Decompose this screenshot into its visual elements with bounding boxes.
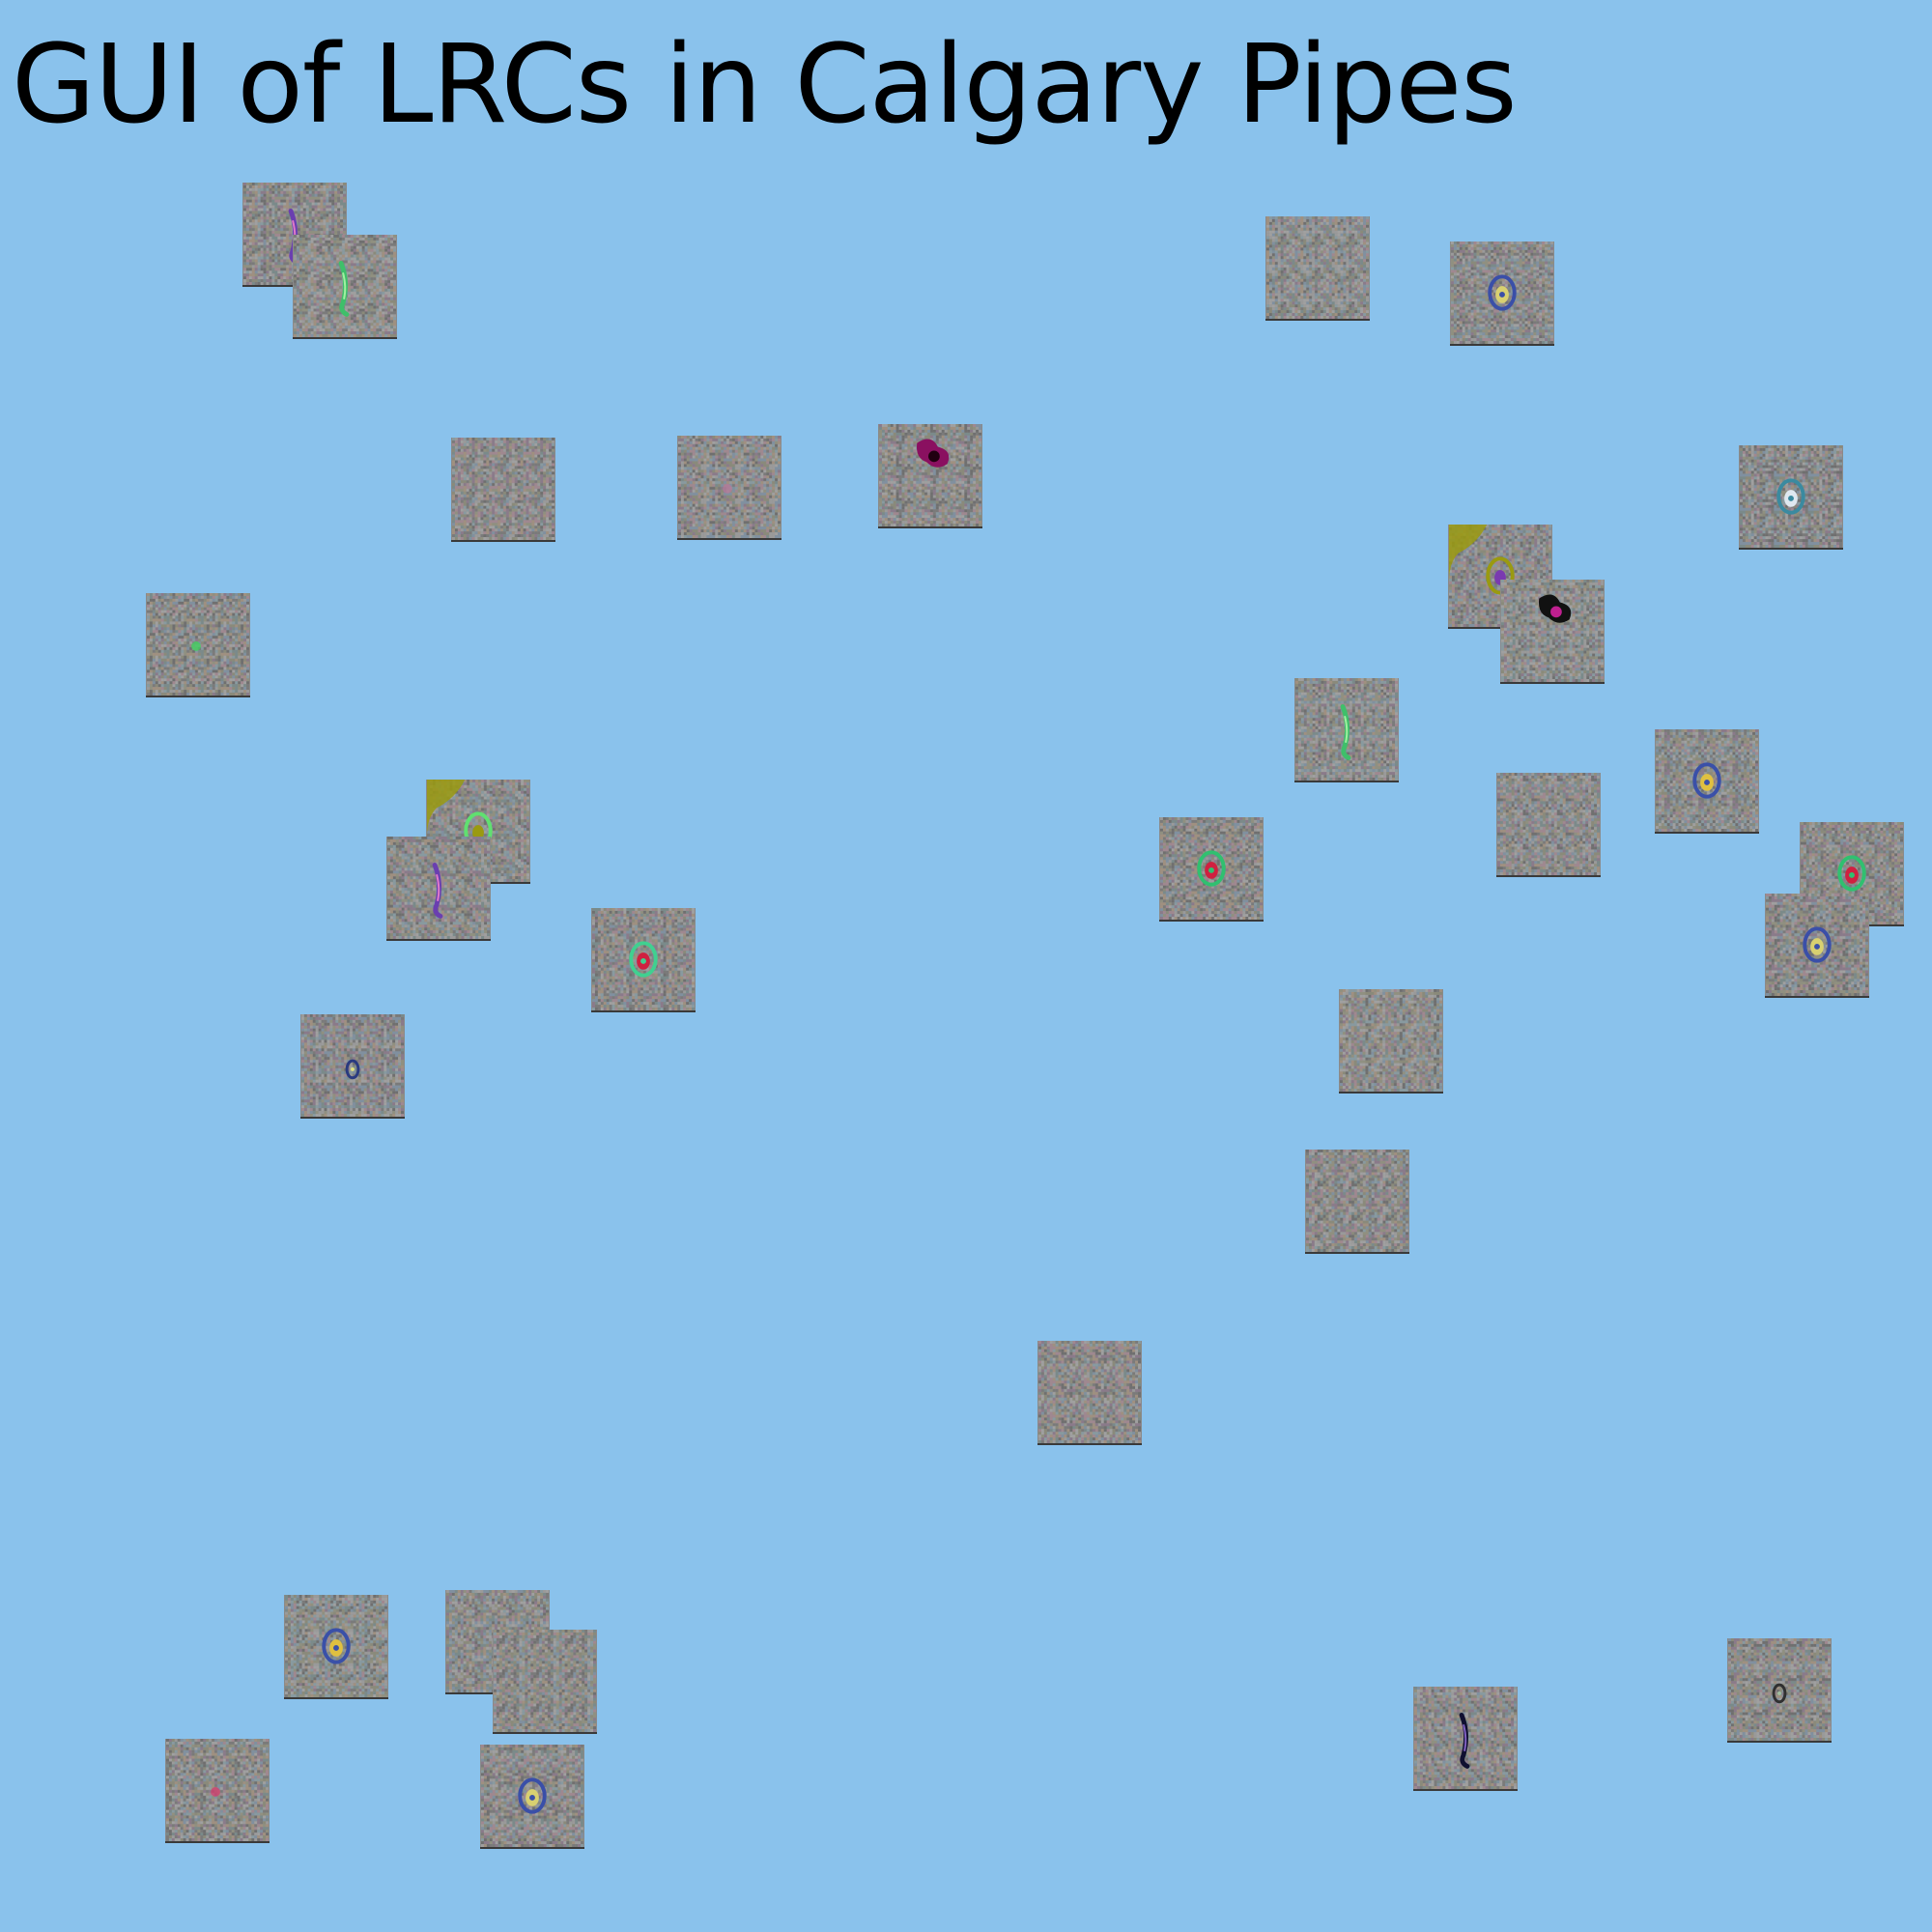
lrc-tile-image bbox=[879, 424, 981, 526]
lrc-tile-image bbox=[494, 1630, 596, 1732]
lrc-tile-image bbox=[592, 908, 695, 1010]
lrc-tile-32[interactable] bbox=[1159, 817, 1264, 922]
lrc-tile-27[interactable] bbox=[493, 1630, 597, 1734]
lrc-tile-image bbox=[481, 1745, 583, 1847]
lrc-tile-image bbox=[294, 235, 396, 337]
lrc-tile-11[interactable] bbox=[1500, 580, 1605, 684]
lrc-tile-image bbox=[1497, 773, 1600, 875]
lrc-tile-image bbox=[678, 436, 781, 538]
lrc-tile-18[interactable] bbox=[1765, 894, 1869, 998]
lrc-tile-image bbox=[1038, 1341, 1141, 1443]
lrc-tile-20[interactable] bbox=[300, 1014, 405, 1119]
lrc-tile-image bbox=[1451, 242, 1553, 344]
lrc-tile-image bbox=[1766, 894, 1868, 996]
lrc-tile-image bbox=[301, 1014, 404, 1117]
lrc-tile-21[interactable] bbox=[1339, 989, 1443, 1094]
lrc-tile-8[interactable] bbox=[1739, 445, 1843, 550]
lrc-tile-6[interactable] bbox=[677, 436, 781, 540]
lrc-tile-3[interactable] bbox=[1265, 216, 1370, 321]
lrc-tile-24[interactable] bbox=[1037, 1341, 1142, 1445]
lrc-tile-13[interactable] bbox=[1655, 729, 1759, 834]
lrc-tile-image bbox=[387, 837, 490, 939]
lrc-tile-image bbox=[452, 438, 554, 540]
lrc-tile-image bbox=[1656, 729, 1758, 832]
lrc-tile-29[interactable] bbox=[165, 1739, 270, 1843]
lrc-tile-5[interactable] bbox=[451, 438, 555, 542]
page-title: GUI of LRCs in Calgary Pipes bbox=[12, 22, 1518, 148]
lrc-tile-25[interactable] bbox=[284, 1595, 388, 1699]
lrc-tile-image bbox=[1266, 216, 1369, 319]
lrc-tile-image bbox=[1728, 1638, 1831, 1741]
lrc-tile-image bbox=[1306, 1150, 1408, 1252]
lrc-tile-31[interactable] bbox=[1413, 1687, 1518, 1791]
lrc-tile-7[interactable] bbox=[878, 424, 982, 528]
lrc-tile-2[interactable] bbox=[293, 235, 397, 339]
lrc-tile-image bbox=[285, 1595, 387, 1697]
lrc-tile-4[interactable] bbox=[1450, 242, 1554, 346]
lrc-tile-9[interactable] bbox=[146, 593, 250, 697]
lrc-tile-19[interactable] bbox=[591, 908, 696, 1012]
lrc-tile-image bbox=[1501, 580, 1604, 682]
lrc-tile-17[interactable] bbox=[386, 837, 491, 941]
lrc-tile-image bbox=[1340, 989, 1442, 1092]
lrc-tile-12[interactable] bbox=[1294, 678, 1399, 782]
lrc-tile-image bbox=[1295, 678, 1398, 781]
lrc-tile-image bbox=[1160, 817, 1263, 920]
lrc-tile-image bbox=[1740, 445, 1842, 548]
lrc-tile-28[interactable] bbox=[1727, 1638, 1832, 1743]
lrc-tile-23[interactable] bbox=[1305, 1150, 1409, 1254]
lrc-tile-image bbox=[166, 1739, 269, 1841]
lrc-tile-image bbox=[147, 593, 249, 696]
lrc-tile-image bbox=[1414, 1687, 1517, 1789]
lrc-tile-14[interactable] bbox=[1496, 773, 1601, 877]
lrc-tile-30[interactable] bbox=[480, 1745, 584, 1849]
